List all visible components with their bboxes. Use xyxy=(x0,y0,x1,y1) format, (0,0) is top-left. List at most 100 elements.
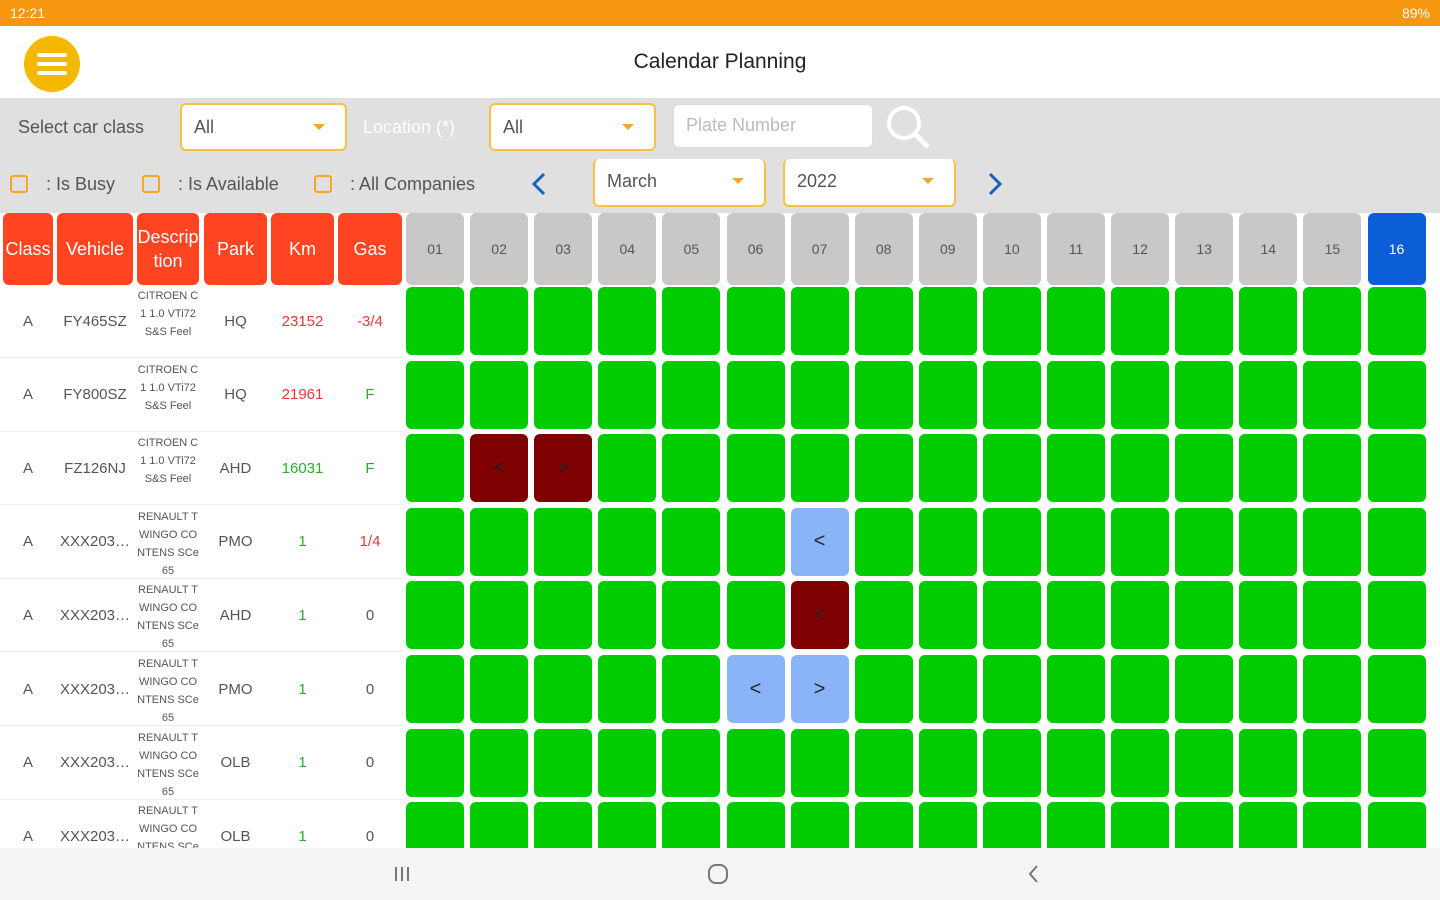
calendar-cell[interactable] xyxy=(726,287,785,355)
calendar-cell[interactable] xyxy=(1175,434,1234,503)
calendar-cell[interactable] xyxy=(918,287,977,355)
calendar-cell[interactable] xyxy=(1303,434,1362,503)
calendar-cell[interactable] xyxy=(1047,655,1105,723)
day-header[interactable]: 04 xyxy=(598,213,657,285)
calendar-cell[interactable] xyxy=(726,360,785,429)
calendar-cell[interactable] xyxy=(598,287,657,355)
calendar-cell[interactable] xyxy=(982,655,1041,723)
calendar-cell[interactable] xyxy=(982,360,1041,429)
calendar-cell[interactable] xyxy=(1047,434,1105,503)
calendar-cell[interactable] xyxy=(982,434,1041,503)
calendar-cell[interactable] xyxy=(1111,507,1170,576)
calendar-cell[interactable] xyxy=(470,287,529,355)
calendar-cell[interactable] xyxy=(982,507,1041,576)
calendar-cell[interactable] xyxy=(406,655,464,723)
calendar-cell[interactable] xyxy=(854,434,913,503)
calendar-cell[interactable] xyxy=(918,581,977,650)
calendar-cell[interactable] xyxy=(1175,728,1234,797)
month-dropdown[interactable]: March xyxy=(593,159,766,207)
day-header[interactable]: 06 xyxy=(726,213,785,285)
calendar-cell[interactable] xyxy=(598,728,657,797)
calendar-cell[interactable] xyxy=(534,728,593,797)
calendar-cell[interactable] xyxy=(406,581,464,650)
calendar-cell[interactable] xyxy=(918,507,977,576)
calendar-cell[interactable] xyxy=(662,287,721,355)
plate-input[interactable]: Plate Number xyxy=(673,104,873,148)
calendar-cell[interactable] xyxy=(1303,802,1362,848)
calendar-cell[interactable] xyxy=(1047,360,1105,429)
calendar-cell[interactable] xyxy=(534,655,593,723)
calendar-cell[interactable] xyxy=(854,581,913,650)
day-header[interactable]: 05 xyxy=(662,213,721,285)
calendar-cell[interactable] xyxy=(534,507,593,576)
calendar-cell[interactable] xyxy=(918,360,977,429)
calendar-cell[interactable] xyxy=(406,728,464,797)
calendar-cell[interactable] xyxy=(854,802,913,848)
calendar-cell[interactable]: > xyxy=(534,434,593,503)
available-checkbox[interactable] xyxy=(142,175,160,193)
calendar-cell[interactable] xyxy=(1175,360,1234,429)
calendar-cell[interactable] xyxy=(1175,287,1234,355)
calendar-cell[interactable] xyxy=(662,507,721,576)
home-button[interactable] xyxy=(706,862,730,886)
calendar-cell[interactable] xyxy=(726,507,785,576)
calendar-cell[interactable] xyxy=(854,728,913,797)
day-header[interactable]: 10 xyxy=(982,213,1041,285)
prev-month[interactable] xyxy=(528,170,552,198)
calendar-cell[interactable] xyxy=(662,728,721,797)
calendar-cell[interactable] xyxy=(1239,507,1298,576)
calendar-cell[interactable] xyxy=(1367,655,1426,723)
calendar-cell[interactable] xyxy=(1239,434,1298,503)
calendar-cell[interactable] xyxy=(1239,802,1298,848)
calendar-cell[interactable] xyxy=(1303,581,1362,650)
calendar-cell[interactable] xyxy=(790,728,849,797)
calendar-cell[interactable] xyxy=(470,802,529,848)
calendar-cell[interactable] xyxy=(598,507,657,576)
day-header[interactable]: 07 xyxy=(790,213,849,285)
calendar-cell[interactable] xyxy=(1111,581,1170,650)
calendar-cell[interactable] xyxy=(918,802,977,848)
day-header[interactable]: 09 xyxy=(918,213,977,285)
calendar-cell[interactable] xyxy=(1303,507,1362,576)
calendar-cell[interactable] xyxy=(1047,581,1105,650)
calendar-cell[interactable]: < xyxy=(726,655,785,723)
calendar-cell[interactable]: > xyxy=(790,655,849,723)
calendar-cell[interactable] xyxy=(1047,287,1105,355)
calendar-cell[interactable] xyxy=(598,360,657,429)
calendar-cell[interactable] xyxy=(1239,655,1298,723)
calendar-cell[interactable] xyxy=(918,434,977,503)
calendar-cell[interactable] xyxy=(1047,507,1105,576)
calendar-cell[interactable] xyxy=(470,507,529,576)
calendar-cell[interactable] xyxy=(1175,507,1234,576)
calendar-cell[interactable] xyxy=(1111,360,1170,429)
calendar-cell[interactable] xyxy=(406,434,464,503)
calendar-cell[interactable] xyxy=(982,581,1041,650)
companies-checkbox[interactable] xyxy=(314,175,332,193)
calendar-cell[interactable] xyxy=(1111,434,1170,503)
calendar-cell[interactable] xyxy=(598,434,657,503)
day-header[interactable]: 01 xyxy=(406,213,464,285)
calendar-cell[interactable] xyxy=(790,802,849,848)
back-button[interactable] xyxy=(1022,862,1046,886)
calendar-cell[interactable] xyxy=(918,728,977,797)
calendar-cell[interactable] xyxy=(534,287,593,355)
calendar-cell[interactable] xyxy=(470,360,529,429)
calendar-cell[interactable] xyxy=(662,434,721,503)
calendar-cell[interactable] xyxy=(1111,655,1170,723)
calendar-cell[interactable] xyxy=(1175,802,1234,848)
busy-checkbox[interactable] xyxy=(10,175,28,193)
calendar-cell[interactable] xyxy=(1111,728,1170,797)
calendar-cell[interactable] xyxy=(534,581,593,650)
calendar-cell[interactable] xyxy=(406,802,464,848)
calendar-cell[interactable] xyxy=(534,360,593,429)
calendar-cell[interactable] xyxy=(470,655,529,723)
menu-button[interactable] xyxy=(23,35,81,93)
calendar-cell[interactable] xyxy=(790,360,849,429)
calendar-cell[interactable] xyxy=(534,802,593,848)
calendar-cell[interactable] xyxy=(598,655,657,723)
calendar-cell[interactable] xyxy=(406,360,464,429)
calendar-cell[interactable] xyxy=(1239,581,1298,650)
calendar-cell[interactable] xyxy=(1367,728,1426,797)
calendar-cell[interactable] xyxy=(1367,802,1426,848)
calendar-cell[interactable] xyxy=(1303,655,1362,723)
